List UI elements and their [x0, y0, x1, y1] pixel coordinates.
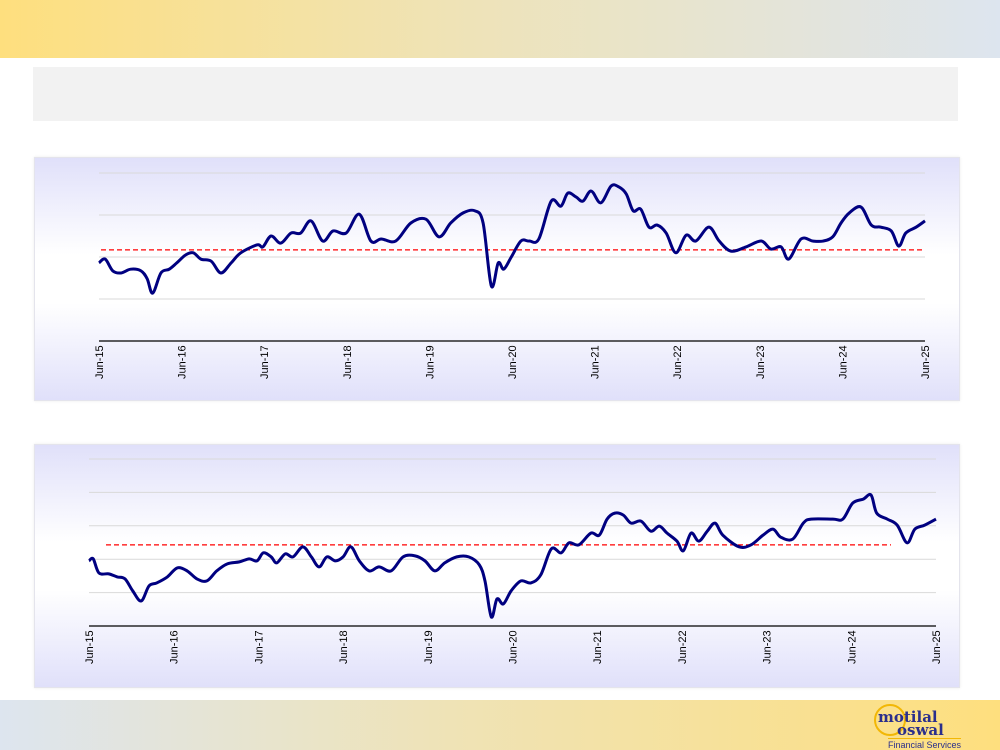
x-tick-label: Jun-23: [762, 630, 774, 664]
x-tick-label: Jun-23: [755, 345, 767, 379]
logo-line2: oswal: [897, 721, 944, 738]
x-tick-label: Jun-16: [177, 345, 189, 379]
x-tick-label: Jun-21: [592, 630, 604, 664]
logo-tagline: Financial Services: [888, 738, 962, 750]
x-tick-label: Jun-25: [931, 630, 943, 664]
chart-panel-1: Jun-15 Jun-16 Jun-17 Jun-18 Jun-19 Jun-20 Jun-…: [34, 157, 960, 401]
x-tick-label: Jun-15: [94, 345, 106, 379]
x-tick-label: Jun-16: [169, 630, 181, 664]
x-tick-label: Jun-25: [920, 345, 932, 379]
x-tick-label: Jun-20: [507, 345, 519, 379]
x-tick-label: Jun-19: [423, 630, 435, 664]
line-chart-1: Jun-15 Jun-16 Jun-17 Jun-18 Jun-19 Jun-20 Jun-…: [94, 172, 932, 379]
x-tick-label: Jun-18: [342, 345, 354, 379]
x-tick-label: Jun-24: [846, 630, 858, 664]
chart-panel-2: Jun-15 Jun-16 Jun-17 Jun-18 Jun-19 Jun-20 Jun-…: [34, 444, 960, 688]
x-tick-label: Jun-24: [837, 345, 849, 379]
x-tick-label: Jun-18: [338, 630, 350, 664]
series-line: [88, 493, 937, 619]
header-band: [0, 0, 1000, 58]
x-tick-label: Jun-20: [508, 630, 520, 664]
footer-band: [0, 700, 1000, 750]
series-line: [98, 183, 926, 295]
x-tick-label: Jun-17: [259, 345, 271, 379]
x-tick-label: Jun-22: [677, 630, 689, 664]
x-tick-label: Jun-19: [424, 345, 436, 379]
line-chart-2: Jun-15 Jun-16 Jun-17 Jun-18 Jun-19 Jun-20 Jun-…: [84, 458, 943, 664]
x-tick-label: Jun-22: [672, 345, 684, 379]
logo-line1: motilal: [878, 708, 938, 726]
x-tick-label: Jun-17: [253, 630, 265, 664]
x-tick-label: Jun-15: [84, 630, 96, 664]
motilal-oswal-logo: motilal oswal Financial Services: [866, 702, 976, 750]
title-placeholder: [33, 67, 958, 121]
x-tick-label: Jun-21: [590, 345, 602, 379]
